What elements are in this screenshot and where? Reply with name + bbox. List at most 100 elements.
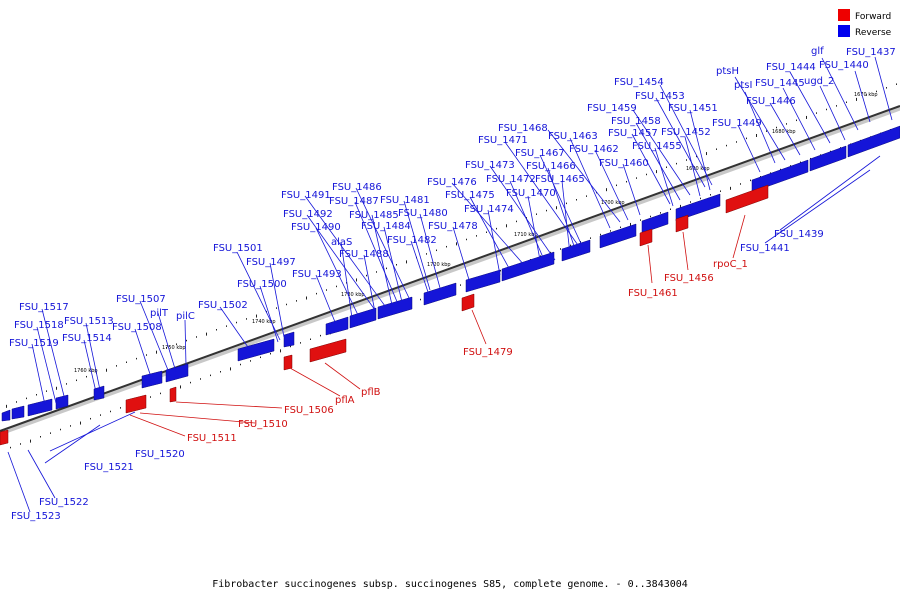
- gene-arrow[interactable]: [725, 184, 769, 214]
- gene-arrow[interactable]: [165, 363, 189, 383]
- gene-label[interactable]: FSU_1446: [746, 96, 796, 107]
- gene-label[interactable]: FSU_1519: [9, 338, 59, 349]
- gene-label[interactable]: FSU_1462: [569, 144, 619, 155]
- gene-label[interactable]: FSU_1491: [281, 190, 331, 201]
- gene-label[interactable]: FSU_1452: [661, 127, 711, 138]
- gene-label[interactable]: FSU_1521: [84, 462, 134, 473]
- gene-label[interactable]: FSU_1460: [599, 158, 649, 169]
- gene-label[interactable]: FSU_1523: [11, 511, 61, 522]
- gene-label[interactable]: FSU_1497: [246, 257, 296, 268]
- gene-label[interactable]: pflA: [335, 395, 355, 406]
- gene-label[interactable]: FSU_1507: [116, 294, 166, 305]
- gene-arrow[interactable]: [847, 125, 900, 158]
- gene-arrow[interactable]: [0, 429, 9, 446]
- gene-arrow[interactable]: [325, 316, 349, 336]
- gene-label[interactable]: FSU_1493: [292, 269, 342, 280]
- gene-label[interactable]: pilT: [150, 308, 169, 319]
- gene-arrow[interactable]: [377, 296, 413, 320]
- gene-label[interactable]: FSU_1467: [515, 148, 565, 159]
- gene-arrow[interactable]: [465, 269, 501, 293]
- gene-label[interactable]: pilC: [176, 311, 195, 322]
- gene-label[interactable]: FSU_1457: [608, 128, 658, 139]
- gene-arrow[interactable]: [283, 331, 295, 348]
- gene-label[interactable]: FSU_1440: [819, 60, 869, 71]
- gene-label[interactable]: FSU_1454: [614, 77, 664, 88]
- gene-label[interactable]: FSU_1466: [526, 161, 576, 172]
- gene-arrow[interactable]: [561, 239, 591, 262]
- gene-label[interactable]: FSU_1481: [380, 195, 430, 206]
- gene-label[interactable]: FSU_1487: [329, 196, 379, 207]
- gene-label[interactable]: FSU_1474: [464, 204, 514, 215]
- gene-arrow[interactable]: [349, 307, 377, 329]
- gene-label[interactable]: FSU_1461: [628, 288, 678, 299]
- gene-label[interactable]: FSU_1463: [548, 131, 598, 142]
- gene-label[interactable]: FSU_1514: [62, 333, 112, 344]
- gene-arrow[interactable]: [125, 394, 147, 414]
- gene-arrow[interactable]: [93, 385, 105, 401]
- gene-arrow[interactable]: [461, 293, 475, 312]
- gene-label[interactable]: FSU_1518: [14, 320, 64, 331]
- gene-arrow[interactable]: [1, 409, 11, 422]
- gene-label[interactable]: FSU_1480: [398, 208, 448, 219]
- gene-label[interactable]: FSU_1508: [112, 322, 162, 333]
- gene-label[interactable]: ugd_2: [804, 76, 834, 87]
- gene-label[interactable]: FSU_1449: [712, 118, 762, 129]
- gene-label[interactable]: FSU_1520: [135, 449, 185, 460]
- gene-label[interactable]: FSU_1485: [349, 210, 399, 221]
- gene-label[interactable]: glf: [811, 46, 824, 57]
- gene-label[interactable]: FSU_1470: [506, 188, 556, 199]
- gene-label[interactable]: FSU_1513: [64, 316, 114, 327]
- gene-arrow[interactable]: [599, 223, 637, 249]
- gene-arrow[interactable]: [169, 386, 177, 403]
- gene-arrow[interactable]: [309, 338, 347, 363]
- gene-arrow[interactable]: [639, 228, 653, 247]
- gene-label[interactable]: FSU_1458: [611, 116, 661, 127]
- gene-arrow[interactable]: [809, 145, 847, 172]
- gene-label[interactable]: ptsI: [734, 80, 752, 91]
- gene-label[interactable]: pflB: [361, 387, 381, 398]
- gene-label[interactable]: FSU_1471: [478, 135, 528, 146]
- gene-arrow[interactable]: [501, 251, 555, 282]
- gene-label[interactable]: FSU_1490: [291, 222, 341, 233]
- gene-label[interactable]: FSU_1482: [387, 235, 437, 246]
- gene-label[interactable]: FSU_1437: [846, 47, 896, 58]
- gene-label[interactable]: FSU_1459: [587, 103, 637, 114]
- gene-label[interactable]: FSU_1475: [445, 190, 495, 201]
- gene-arrow[interactable]: [641, 211, 669, 234]
- gene-arrow[interactable]: [11, 405, 25, 420]
- gene-label[interactable]: FSU_1473: [465, 160, 515, 171]
- gene-label[interactable]: FSU_1476: [427, 177, 477, 188]
- gene-label[interactable]: FSU_1488: [339, 249, 389, 260]
- gene-label[interactable]: FSU_1478: [428, 221, 478, 232]
- gene-label[interactable]: alaS: [331, 237, 352, 248]
- gene-label[interactable]: FSU_1501: [213, 243, 263, 254]
- gene-label[interactable]: FSU_1479: [463, 347, 513, 358]
- gene-label[interactable]: FSU_1510: [238, 419, 288, 430]
- gene-label[interactable]: FSU_1492: [283, 209, 333, 220]
- gene-label[interactable]: FSU_1439: [774, 229, 824, 240]
- gene-label[interactable]: FSU_1441: [740, 243, 790, 254]
- gene-label[interactable]: FSU_1468: [498, 123, 548, 134]
- gene-label[interactable]: FSU_1500: [237, 279, 287, 290]
- gene-label[interactable]: FSU_1511: [187, 433, 237, 444]
- gene-label[interactable]: FSU_1453: [635, 91, 685, 102]
- gene-label[interactable]: FSU_1455: [632, 141, 682, 152]
- gene-label[interactable]: FSU_1522: [39, 497, 89, 508]
- gene-arrow[interactable]: [751, 159, 809, 193]
- gene-label[interactable]: FSU_1465: [535, 174, 585, 185]
- gene-arrow[interactable]: [237, 338, 275, 362]
- gene-label[interactable]: FSU_1517: [19, 302, 69, 313]
- gene-label[interactable]: FSU_1444: [766, 62, 816, 73]
- gene-arrow[interactable]: [675, 214, 689, 233]
- gene-label[interactable]: FSU_1451: [668, 103, 718, 114]
- gene-label[interactable]: rpoC_1: [713, 259, 748, 270]
- gene-label[interactable]: FSU_1502: [198, 300, 248, 311]
- gene-arrow[interactable]: [423, 282, 457, 306]
- gene-label[interactable]: FSU_1456: [664, 273, 714, 284]
- gene-arrow[interactable]: [675, 193, 721, 222]
- gene-label[interactable]: FSU_1484: [361, 221, 411, 232]
- gene-label[interactable]: ptsH: [716, 66, 739, 77]
- gene-label[interactable]: FSU_1506: [284, 405, 334, 416]
- gene-label[interactable]: FSU_1445: [755, 78, 805, 89]
- gene-label[interactable]: FSU_1486: [332, 182, 382, 193]
